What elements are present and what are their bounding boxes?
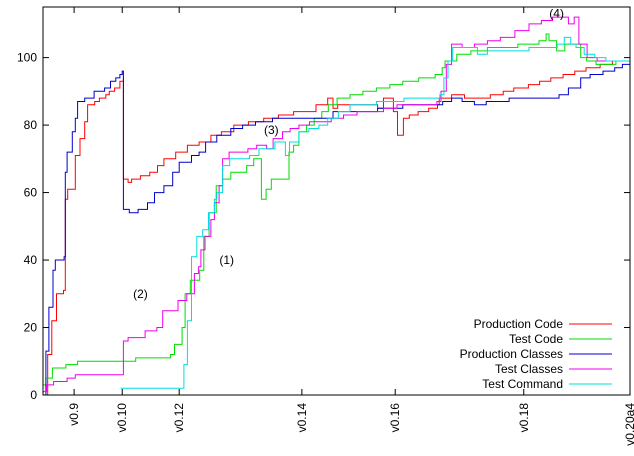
annotation-layer: (1) (2) (3) (4)	[133, 7, 564, 301]
annotation-label: (2)	[133, 287, 148, 301]
y-tick-label: 0	[30, 388, 37, 402]
x-tick-label: v0.14	[295, 403, 309, 433]
legend-label: Test Classes	[495, 362, 563, 376]
x-tick-label: v0.20a4	[623, 403, 634, 446]
legend-label: Test Code	[509, 332, 563, 346]
y-tick-label: 40	[24, 253, 38, 267]
y-tick-label: 60	[24, 186, 38, 200]
plot-frame	[42, 6, 631, 396]
y-tick-label: 80	[24, 118, 38, 132]
series-layer	[43, 16, 631, 396]
y-tick-label: 100	[17, 51, 37, 65]
x-tick-label: v0.18	[517, 403, 531, 433]
series-line-5	[120, 36, 630, 389]
x-tick-label: v0.9	[67, 403, 81, 426]
legend-label: Production Code	[474, 317, 564, 331]
legend-label: Test Command	[482, 377, 563, 391]
y-axis: 0 20 40 60 80 100	[17, 51, 630, 402]
series-line-3	[43, 63, 630, 396]
x-tick-label: v0.10	[115, 403, 129, 433]
x-axis: v0.9 v0.10 v0.12 v0.14 v0.16 v0.18 v0.20a4	[67, 7, 634, 446]
series-line-4	[43, 16, 631, 393]
series-line-1	[43, 57, 631, 396]
annotation-label: (4)	[549, 7, 564, 21]
annotation-label: (3)	[264, 123, 279, 137]
x-tick-label: v0.16	[388, 403, 402, 433]
annotation-label: (1)	[219, 253, 234, 267]
x-tick-label: v0.12	[172, 403, 186, 433]
legend-label: Production Classes	[460, 347, 563, 361]
y-tick-label: 20	[24, 321, 38, 335]
